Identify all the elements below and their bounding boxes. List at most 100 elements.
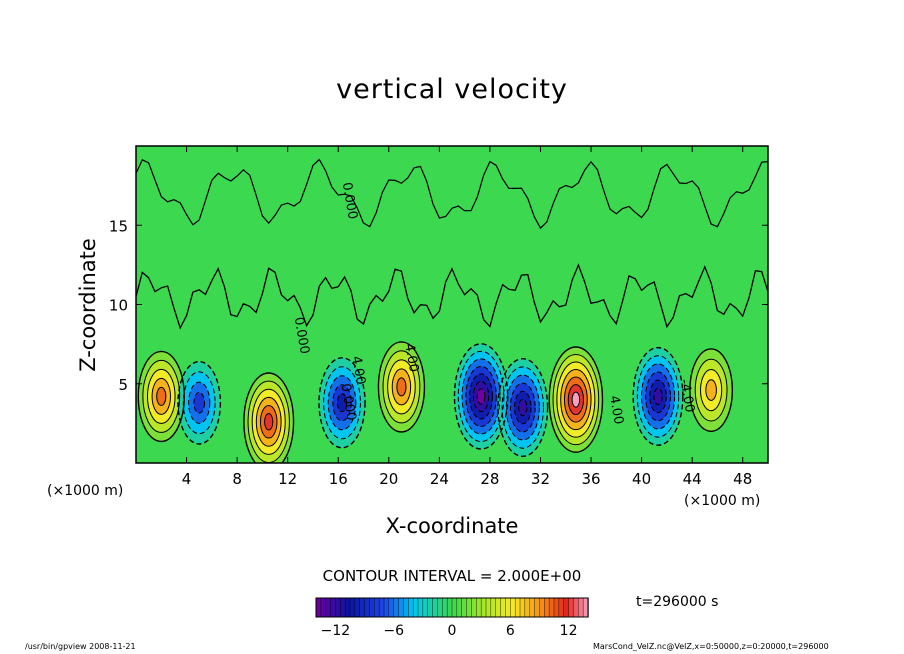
contour-line bbox=[560, 369, 592, 431]
colorbar-frame bbox=[315, 597, 589, 618]
colorbar-swatch bbox=[325, 597, 332, 618]
colorbar-swatch bbox=[344, 597, 351, 618]
colorbar-swatch bbox=[563, 597, 570, 618]
contour-line bbox=[567, 384, 584, 416]
contour-line bbox=[469, 373, 493, 420]
field-layer bbox=[138, 341, 733, 463]
contour-line bbox=[476, 388, 486, 405]
contour-line bbox=[259, 405, 278, 439]
x-tick-label: 44 bbox=[683, 470, 702, 488]
field-cell bbox=[518, 399, 527, 416]
colorbar-swatch bbox=[548, 597, 555, 618]
x-tick-label: 24 bbox=[430, 470, 449, 488]
contour-label: 0.000 bbox=[339, 181, 360, 220]
contour-line bbox=[509, 382, 536, 433]
contour-label: 4.00 bbox=[348, 355, 368, 386]
contour-line bbox=[461, 358, 501, 435]
colorbar-swatch bbox=[539, 597, 545, 618]
contour-line bbox=[377, 341, 426, 433]
x-axis-unit-left: (×1000 m) bbox=[47, 483, 124, 499]
x-axis-ticks: 4 8 12 16 20 24 28 32 36 40 44 48 bbox=[182, 146, 752, 488]
colorbar-tick-label: 12 bbox=[560, 623, 578, 639]
contour-label: 4.00 bbox=[401, 342, 421, 373]
field-cell bbox=[653, 388, 663, 405]
colorbar-swatch bbox=[461, 597, 468, 618]
colorbar-swatch bbox=[374, 597, 380, 618]
field-cell bbox=[477, 388, 485, 404]
colorbar-swatch bbox=[451, 597, 458, 618]
contour-line bbox=[705, 379, 717, 401]
colorbar-swatch bbox=[485, 597, 492, 618]
colorbar-swatch bbox=[412, 597, 419, 618]
contour-line bbox=[387, 359, 416, 415]
x-tick-label: 36 bbox=[581, 470, 600, 488]
contour-line bbox=[332, 384, 352, 422]
contour-line bbox=[518, 398, 528, 417]
field-cell bbox=[264, 413, 273, 430]
colorbar-swatch bbox=[408, 597, 414, 618]
upper-contour bbox=[136, 158, 768, 230]
colorbar-swatch bbox=[578, 597, 584, 618]
colorbar-swatch bbox=[315, 597, 322, 618]
colorbar-swatch bbox=[359, 597, 366, 618]
colorbar-swatch bbox=[330, 597, 337, 618]
time-label: t=296000 s bbox=[636, 594, 719, 610]
colorbar-swatch bbox=[437, 597, 443, 618]
zero-contour bbox=[136, 263, 768, 330]
colorbar-swatch bbox=[534, 597, 541, 618]
contour-line bbox=[336, 393, 348, 413]
colorbar-swatch bbox=[320, 597, 327, 618]
colorbar-swatch bbox=[510, 597, 516, 618]
x-tick-label: 48 bbox=[733, 470, 752, 488]
contour-line bbox=[636, 355, 680, 438]
colorbar-swatch bbox=[398, 597, 405, 618]
x-tick-label: 32 bbox=[531, 470, 550, 488]
contour-line bbox=[645, 371, 671, 422]
x-tick-label: 16 bbox=[329, 470, 348, 488]
contour-label: -4.00 bbox=[676, 378, 697, 414]
contour-line bbox=[556, 361, 596, 438]
colorbar-swatch bbox=[335, 597, 341, 618]
colorbar-swatch bbox=[393, 597, 400, 618]
colorbar-swatch bbox=[388, 597, 395, 618]
contour-line bbox=[327, 375, 357, 431]
y-tick-label: 10 bbox=[109, 297, 128, 315]
colorbar-swatch bbox=[446, 597, 453, 618]
contour-line bbox=[137, 350, 185, 443]
contour-line bbox=[689, 348, 734, 432]
contour-line bbox=[243, 372, 295, 463]
y-tick-label: 5 bbox=[118, 376, 128, 394]
contour-line bbox=[264, 413, 274, 431]
contour-line bbox=[255, 396, 282, 447]
colorbar-swatch bbox=[544, 597, 550, 618]
contour-line bbox=[251, 388, 286, 455]
colorbar-swatch bbox=[529, 597, 536, 618]
colorbar-tick-label: −12 bbox=[321, 623, 351, 639]
field-cell bbox=[705, 379, 717, 401]
colorbar-swatch bbox=[427, 597, 434, 618]
contour-line bbox=[653, 387, 663, 406]
contour-line bbox=[700, 368, 723, 412]
colorbar-swatch bbox=[432, 597, 439, 618]
colorbar-swatch bbox=[500, 597, 507, 618]
contour-line bbox=[182, 371, 216, 435]
colorbar-tick-label: −6 bbox=[383, 623, 404, 639]
colorbar-swatch bbox=[466, 597, 473, 618]
contour-line bbox=[177, 360, 222, 445]
contour-line bbox=[465, 365, 497, 427]
colorbar-swatch bbox=[514, 597, 521, 618]
x-tick-label: 40 bbox=[632, 470, 651, 488]
contour-line bbox=[571, 391, 581, 408]
contour-label: 0.000 bbox=[337, 383, 358, 422]
contour-line bbox=[552, 354, 600, 446]
contour-label: 0.000 bbox=[291, 316, 312, 355]
contour-line bbox=[514, 390, 532, 425]
contour-line bbox=[151, 377, 171, 415]
contour-line bbox=[142, 359, 181, 433]
contour-line bbox=[188, 381, 211, 424]
colorbar-swatch bbox=[364, 597, 371, 618]
colorbar-swatch bbox=[573, 597, 579, 618]
colorbar-swatch bbox=[417, 597, 424, 618]
colorbar-swatch bbox=[490, 597, 497, 618]
x-tick-label: 20 bbox=[379, 470, 398, 488]
